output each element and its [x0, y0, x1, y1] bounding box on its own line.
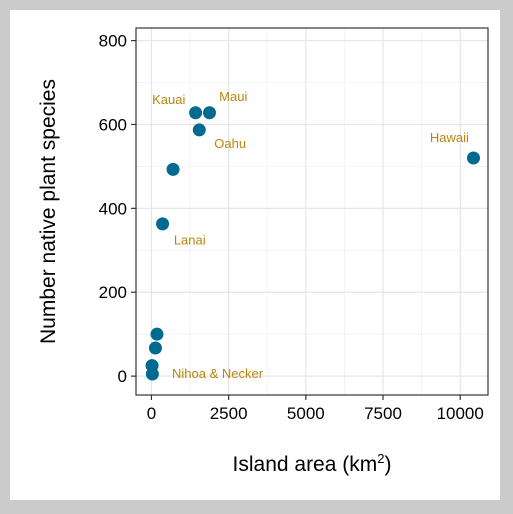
data-point	[166, 162, 180, 176]
data-points	[145, 106, 480, 381]
x-tick-label: 2500	[210, 404, 248, 423]
point-annotations: Kauai Maui Oahu Hawaii Lanai Nihoa & Necker	[152, 89, 469, 381]
point-label: Kauai	[152, 92, 185, 107]
y-tick-label: 600	[99, 115, 127, 134]
x-tick-label: 5000	[287, 404, 325, 423]
data-point	[189, 106, 203, 120]
x-axis-title: Island area (km2)	[233, 451, 392, 476]
data-point	[150, 327, 164, 341]
y-tick-label: 200	[99, 283, 127, 302]
point-label: Nihoa & Necker	[172, 366, 264, 381]
data-point	[145, 367, 159, 381]
data-point	[148, 341, 162, 355]
plot-panel-border	[135, 27, 489, 396]
data-point	[466, 151, 480, 165]
x-tick-label: 10000	[437, 404, 484, 423]
y-tick-label: 0	[118, 367, 127, 386]
x-axis-title-sup: 2	[377, 451, 384, 466]
y-axis-title: Number native plant species	[37, 79, 60, 344]
scatter-chart: 0 2500 5000 7500 10000 0 200 400 600 800 Kauai Mau…	[37, 27, 489, 476]
data-point	[192, 123, 206, 137]
grid	[136, 28, 488, 395]
x-axis-title-suffix: )	[384, 453, 391, 476]
x-tick-label: 7500	[364, 404, 402, 423]
point-label: Maui	[219, 89, 247, 104]
point-label: Lanai	[174, 233, 206, 248]
point-label: Hawaii	[430, 130, 469, 145]
y-tick-label: 400	[99, 199, 127, 218]
data-point	[202, 106, 216, 120]
y-tick-label: 800	[99, 32, 127, 51]
data-point	[156, 217, 170, 231]
axis-ticks: 0 2500 5000 7500 10000 0 200 400 600 800	[99, 32, 484, 423]
chart-frame: 0 2500 5000 7500 10000 0 200 400 600 800 Kauai Mau…	[10, 10, 500, 500]
point-label: Oahu	[214, 136, 246, 151]
x-axis-title-text: Island area (km	[233, 453, 378, 476]
x-tick-label: 0	[147, 404, 156, 423]
